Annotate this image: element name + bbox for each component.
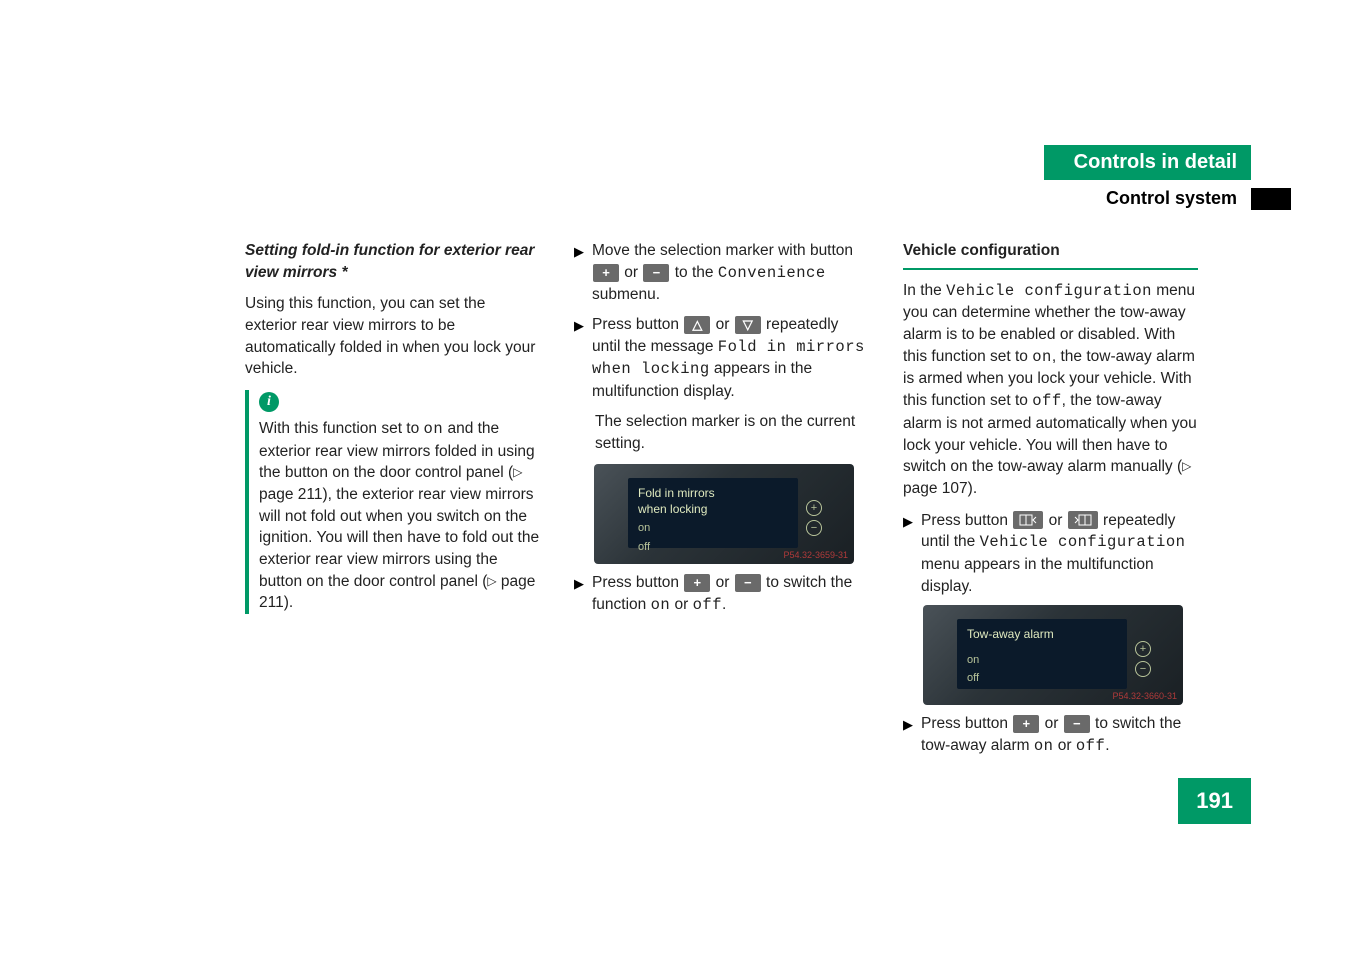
step-arrow-icon: ▶ [903,513,913,598]
step-arrow-icon: ▶ [903,716,913,757]
off-label: off [1032,392,1061,410]
up-button-icon: △ [684,316,710,334]
t: submenu. [592,286,660,303]
plus-button-icon: + [1013,715,1039,733]
t: In the [903,282,946,299]
page-header: Controls in detail Control system [1044,145,1251,209]
vehicle-config-label: Vehicle configuration [980,533,1186,551]
column-2: ▶ Move the selection marker with button … [574,240,869,766]
col3-step-1: ▶ Press button or repeatedly until the V… [903,510,1198,598]
heading-rule [903,268,1198,270]
step-arrow-icon: ▶ [574,575,584,616]
thumb-tab [1251,188,1291,210]
t: ). [968,480,977,497]
t: . [1105,737,1109,754]
t: Press button [921,512,1012,529]
on-label: on [651,596,671,614]
display-screen: Fold in mirrors when locking on off [628,478,798,548]
minus-button-icon: − [735,574,761,592]
content-columns: Setting fold-in function for exterior re… [245,240,1251,766]
info-t4: ). [284,594,293,611]
display-minus-icon: − [1135,661,1151,677]
t: Press button [592,574,683,591]
chapter-title: Controls in detail [1044,145,1251,180]
info-on: on [424,420,444,438]
col1-para1: Using this function, you can set the ext… [245,293,540,380]
multifunction-display-2: Tow-away alarm on off + − P54.32-3660-31 [923,605,1183,705]
vehicle-config-label: Vehicle configuration [946,282,1152,300]
t: to the [670,264,717,281]
display-line1: Tow-away alarm [967,627,1117,643]
info-t: With this function set to [259,420,424,437]
display-screen: Tow-away alarm on off [957,619,1127,689]
display-line1: Fold in mirrors [638,486,788,502]
minus-button-icon: − [1064,715,1090,733]
page-number: 191 [1178,778,1251,824]
col3-para1: In the Vehicle configuration menu you ca… [903,280,1198,500]
t: Press button [921,715,1012,732]
step-1: ▶ Move the selection marker with button … [574,240,869,306]
off-label: off [1076,737,1105,755]
column-3: Vehicle configuration In the Vehicle con… [903,240,1198,766]
on-label: on [1034,737,1054,755]
t: . [722,596,726,613]
col3-heading: Vehicle configuration [903,240,1198,262]
t: Press button [592,316,683,333]
display-opt-on: on [967,653,1117,667]
display-minus-icon: − [806,520,822,536]
display-opt-off: off [638,540,788,554]
info-pageref1: page 211 [259,486,323,503]
display-plus-icon: + [806,500,822,516]
on-label: on [1032,348,1052,366]
info-icon: i [259,392,279,412]
image-code: P54.32-3659-31 [783,549,848,562]
col1-subhead: Setting fold-in function for exterior re… [245,240,540,283]
display-line2: when locking [638,502,788,518]
down-button-icon: ▽ [735,316,761,334]
pageref-tri-icon: ▷ [1182,459,1191,473]
step-arrow-icon: ▶ [574,317,584,403]
column-1: Setting fold-in function for exterior re… [245,240,540,766]
plus-button-icon: + [684,574,710,592]
step1-text: Move the selection marker with button + … [592,240,869,306]
page-prev-button-icon [1013,511,1043,529]
pageref-tri-icon: ▷ [513,465,522,479]
t: or [1044,512,1066,529]
off-label: off [693,596,722,614]
plus-button-icon: + [593,264,619,282]
col3-step-2: ▶ Press button + or − to switch the tow-… [903,713,1198,757]
pageref-tri-icon: ▷ [487,574,496,588]
t: Move the selection marker with button [592,242,853,259]
step2-note: The selection marker is on the current s… [595,411,869,454]
t: or [670,596,692,613]
t: or [711,316,733,333]
image-code: P54.32-3660-31 [1112,690,1177,703]
info-text: With this function set to on and the ext… [259,418,540,614]
step2-text: Press button △ or ▽ repeatedly until the… [592,314,869,403]
minus-button-icon: − [643,264,669,282]
display-opt-off: off [967,671,1117,685]
step-3: ▶ Press button + or − to switch the func… [574,572,869,616]
step-2: ▶ Press button △ or ▽ repeatedly until t… [574,314,869,403]
t: or [1053,737,1075,754]
t: or [711,574,733,591]
step-arrow-icon: ▶ [574,243,584,306]
t: or [1040,715,1062,732]
display-plus-icon: + [1135,641,1151,657]
display-opt-on: on [638,521,788,535]
pageref: page 107 [903,480,968,497]
convenience-label: Convenience [718,264,826,282]
c3-step2-text: Press button + or − to switch the tow-aw… [921,713,1198,757]
info-note: i With this function set to on and the e… [245,390,540,614]
multifunction-display-1: Fold in mirrors when locking on off + − … [594,464,854,564]
step3-text: Press button + or − to switch the functi… [592,572,869,616]
c3-step1-text: Press button or repeatedly until the Veh… [921,510,1198,598]
section-title: Control system [1106,188,1251,209]
t: menu appears in the multifunction displa… [921,556,1154,595]
page-next-button-icon [1068,511,1098,529]
t: or [620,264,642,281]
